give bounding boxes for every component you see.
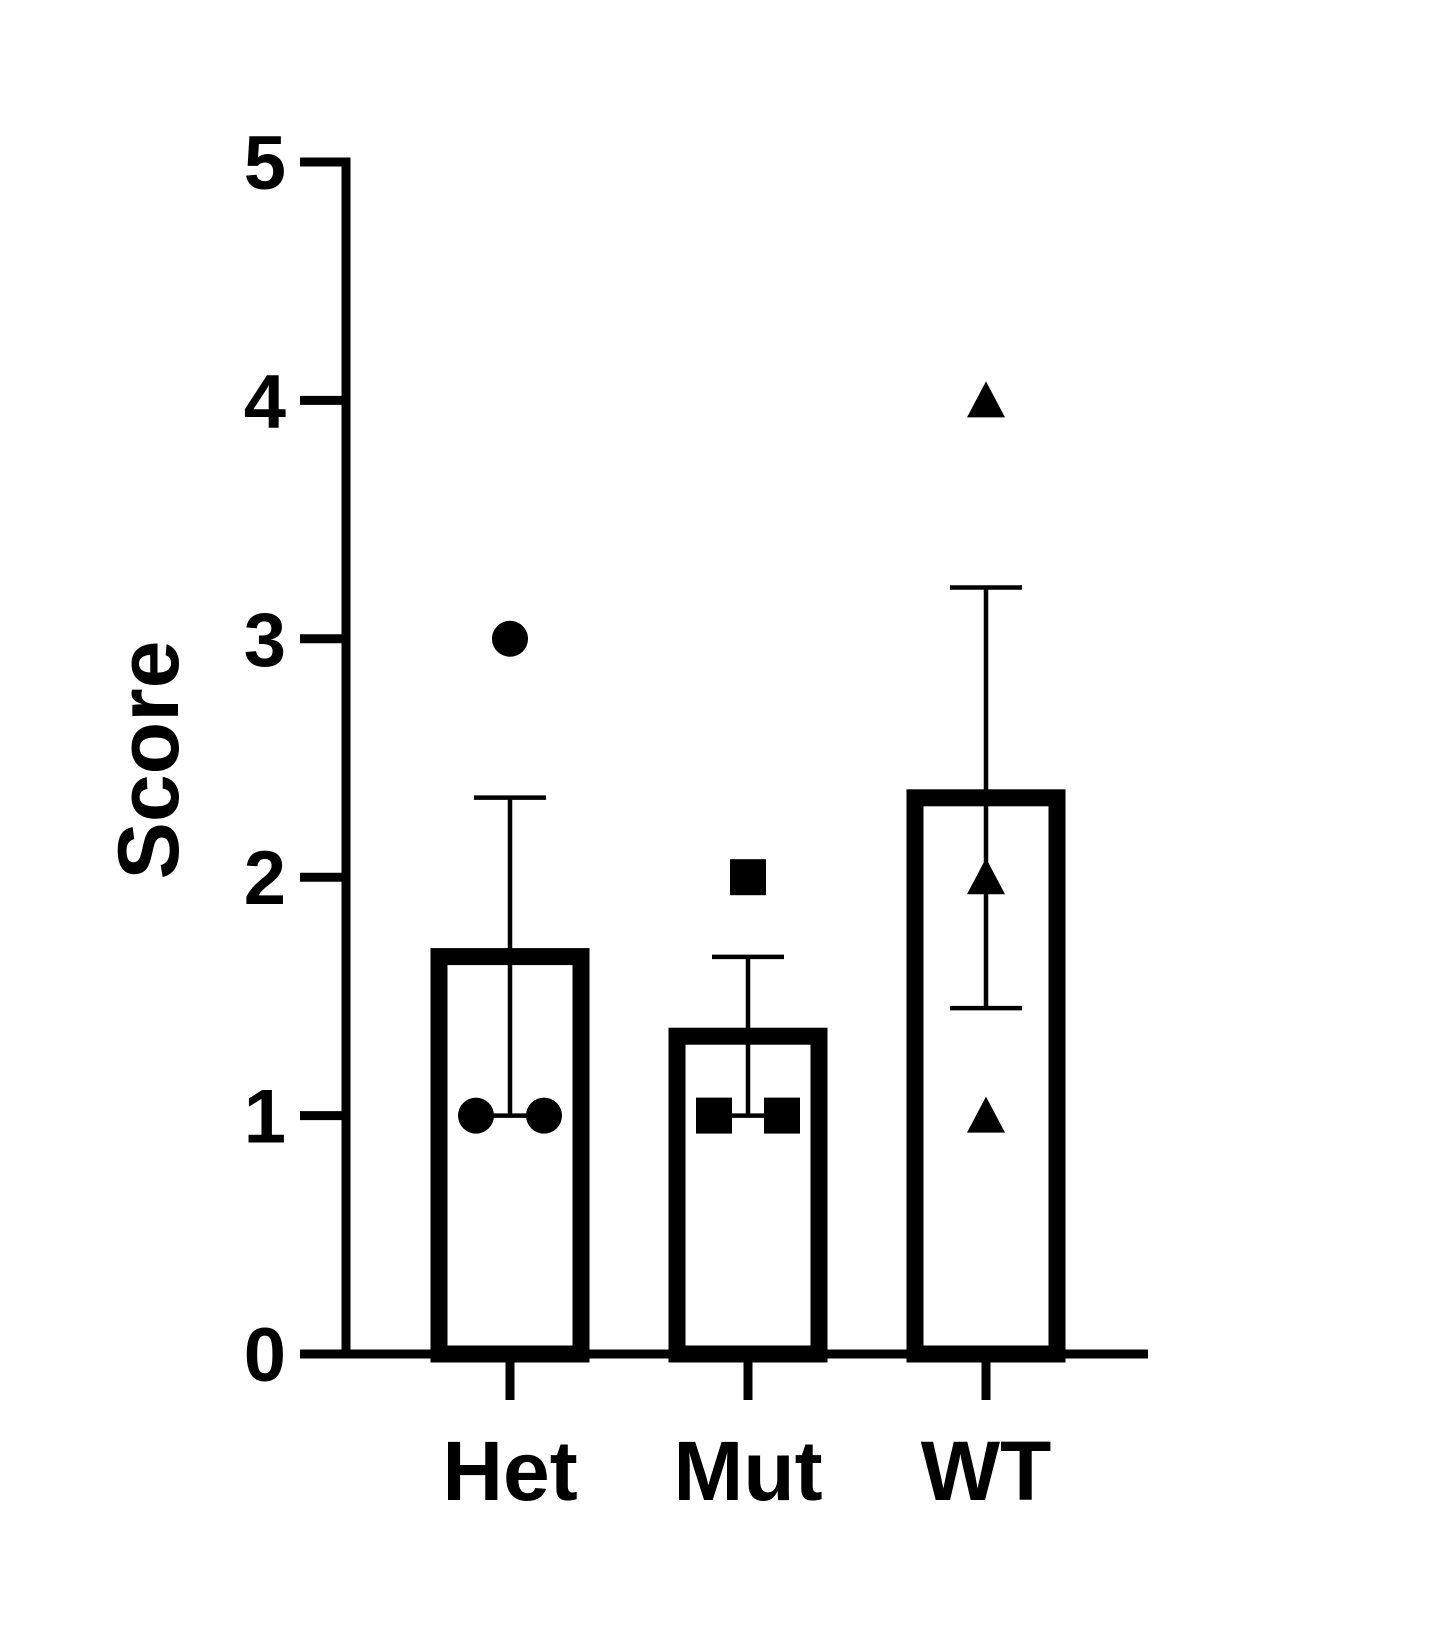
y-axis-label: Score	[101, 640, 197, 879]
data-point-het-3	[492, 620, 528, 657]
x-tick-label-het: Het	[442, 1424, 577, 1518]
data-point-mut-3	[730, 859, 766, 896]
data-points-layer	[458, 381, 1005, 1134]
labels-layer: 0 1 2 3 4 5 Het Mut WT Score	[101, 121, 1051, 1518]
y-tick-label-4: 4	[244, 359, 286, 444]
y-tick-label-3: 3	[244, 598, 286, 683]
y-tick-label-0: 0	[244, 1313, 286, 1398]
data-point-het-1	[458, 1097, 494, 1134]
data-point-mut-2	[764, 1097, 800, 1134]
axes-layer	[300, 157, 1148, 1400]
x-tick-label-mut: Mut	[673, 1424, 822, 1518]
y-tick-label-2: 2	[244, 836, 286, 921]
data-point-mut-1	[696, 1097, 732, 1134]
error-bar-wt	[950, 585, 1022, 1011]
data-point-wt-2	[967, 858, 1005, 895]
data-point-wt-3	[967, 381, 1005, 418]
data-point-het-2	[526, 1097, 562, 1134]
data-point-wt-1	[967, 1096, 1005, 1133]
y-tick-label-5: 5	[244, 121, 286, 206]
x-tick-label-wt: WT	[921, 1424, 1052, 1518]
y-tick-label-1: 1	[244, 1075, 286, 1160]
